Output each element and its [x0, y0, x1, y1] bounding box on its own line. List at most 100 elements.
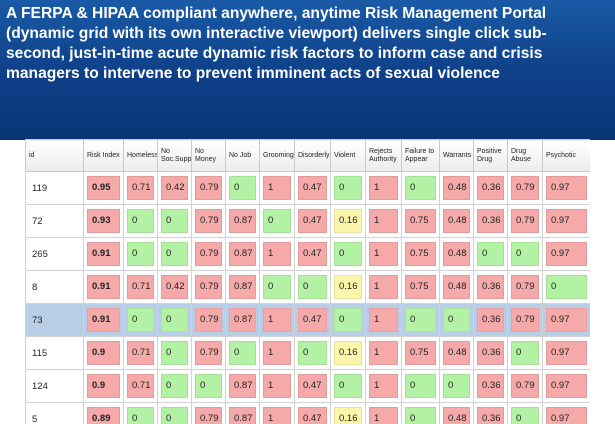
grid-cell[interactable]: 1	[259, 369, 295, 403]
grid-cell[interactable]: 0	[123, 204, 158, 238]
grid-cell[interactable]: 0	[330, 369, 366, 403]
grid-cell[interactable]: 1	[259, 171, 295, 205]
column-header[interactable]: Warrants	[439, 139, 474, 172]
grid-cell[interactable]: 0.36	[473, 303, 508, 337]
grid-cell[interactable]: 0.97	[542, 303, 590, 337]
grid-cell[interactable]: 0.87	[225, 237, 260, 271]
grid-cell[interactable]: 0.87	[225, 369, 260, 403]
grid-cell[interactable]: 0	[294, 336, 331, 370]
grid-cell[interactable]: 0.97	[542, 336, 590, 370]
grid-cell[interactable]: 0.79	[507, 369, 543, 403]
grid-cell[interactable]: 0.75	[401, 336, 440, 370]
table-row[interactable]: 73 0.91 0 0 0.79 0.87 1 0.47 0 1 0 0 0.36 0.79 0.97	[25, 303, 590, 337]
grid-cell[interactable]: 1	[365, 171, 402, 205]
grid-cell[interactable]: 0.87	[225, 204, 260, 238]
table-row[interactable]: 265 0.91 0 0 0.79 0.87 1 0.47 0 1 0.75 0.48 0 0 0.97	[25, 237, 590, 271]
grid-cell[interactable]: 1	[259, 237, 295, 271]
grid-cell[interactable]: 0.36	[473, 336, 508, 370]
grid-cell[interactable]: 0.47	[294, 171, 331, 205]
grid-cell[interactable]: 0	[294, 270, 331, 304]
grid-cell[interactable]: 0.87	[225, 270, 260, 304]
grid-cell[interactable]: 0	[123, 402, 158, 424]
grid-cell[interactable]: 0.48	[439, 402, 474, 424]
table-row[interactable]: 72 0.93 0 0 0.79 0.87 0 0.47 0.16 1 0.75 0.48 0.36 0.…	[25, 204, 590, 238]
grid-cell[interactable]: 0	[123, 303, 158, 337]
grid-cell[interactable]: 1	[259, 402, 295, 424]
grid-cell[interactable]: 0.48	[439, 171, 474, 205]
grid-cell[interactable]: 0.16	[330, 270, 366, 304]
grid-cell[interactable]: 0.47	[294, 204, 331, 238]
grid-cell[interactable]: 0.36	[473, 369, 508, 403]
table-row[interactable]: 119 0.95 0.71 0.42 0.79 0 1 0.47 0 1 0 0.48 0.36 0.79…	[25, 171, 590, 205]
grid-cell[interactable]: 0	[401, 402, 440, 424]
table-row[interactable]: 5 0.89 0 0 0.79 0.87 1 0.47 0.16 1 0 0.48 0.36 0 0.97	[25, 402, 590, 424]
column-header[interactable]: Psychotic	[542, 139, 590, 172]
grid-cell[interactable]: 0.93	[83, 204, 124, 238]
grid-cell[interactable]: 0	[542, 270, 590, 304]
grid-cell[interactable]: 1	[365, 336, 402, 370]
grid-cell[interactable]: 0	[439, 369, 474, 403]
grid-cell[interactable]: 0.91	[83, 237, 124, 271]
row-id-cell[interactable]: 119	[25, 171, 84, 205]
grid-cell[interactable]: 1	[365, 402, 402, 424]
grid-cell[interactable]: 0	[123, 237, 158, 271]
grid-cell[interactable]: 0.71	[123, 171, 158, 205]
row-id-cell[interactable]: 124	[25, 369, 84, 403]
grid-cell[interactable]: 0.71	[123, 270, 158, 304]
grid-cell[interactable]: 0.36	[473, 204, 508, 238]
table-row[interactable]: 124 0.9 0.71 0 0 0.87 1 0.47 0 1 0 0 0.36 0.79 0.97	[25, 369, 590, 403]
column-header[interactable]: Homeless	[123, 139, 158, 172]
grid-cell[interactable]: 1	[259, 303, 295, 337]
grid-cell[interactable]: 0.71	[123, 369, 158, 403]
grid-cell[interactable]: 0.48	[439, 237, 474, 271]
grid-cell[interactable]: 0.9	[83, 369, 124, 403]
grid-cell[interactable]: 0	[439, 303, 474, 337]
grid-cell[interactable]: 0	[401, 369, 440, 403]
grid-cell[interactable]: 0.42	[157, 171, 192, 205]
grid-cell[interactable]: 0.79	[191, 237, 226, 271]
grid-cell[interactable]: 0.79	[191, 204, 226, 238]
grid-cell[interactable]: 0	[157, 402, 192, 424]
grid-cell[interactable]: 0	[259, 204, 295, 238]
grid-cell[interactable]: 0.79	[191, 303, 226, 337]
grid-cell[interactable]: 0	[507, 402, 543, 424]
row-id-cell[interactable]: 8	[25, 270, 84, 304]
grid-cell[interactable]: 0.16	[330, 204, 366, 238]
column-header[interactable]: Violent	[330, 139, 366, 172]
grid-cell[interactable]: 0.36	[473, 171, 508, 205]
column-header[interactable]: Positive Drug	[473, 139, 508, 172]
grid-cell[interactable]: 0	[157, 369, 192, 403]
grid-cell[interactable]: 0	[507, 336, 543, 370]
grid-cell[interactable]: 0.48	[439, 204, 474, 238]
grid-cell[interactable]: 0	[191, 369, 226, 403]
grid-cell[interactable]: 0	[330, 303, 366, 337]
grid-cell[interactable]: 0.75	[401, 204, 440, 238]
grid-cell[interactable]: 0.71	[123, 336, 158, 370]
grid-cell[interactable]: 0.95	[83, 171, 124, 205]
grid-cell[interactable]: 0.79	[507, 270, 543, 304]
grid-cell[interactable]: 0.97	[542, 369, 590, 403]
grid-cell[interactable]: 0.79	[191, 402, 226, 424]
row-id-cell[interactable]: 115	[25, 336, 84, 370]
grid-cell[interactable]: 0.42	[157, 270, 192, 304]
row-id-cell[interactable]: 72	[25, 204, 84, 238]
grid-cell[interactable]: 1	[365, 204, 402, 238]
row-id-cell[interactable]: 265	[25, 237, 84, 271]
grid-cell[interactable]: 0	[157, 204, 192, 238]
grid-cell[interactable]: 0.79	[507, 204, 543, 238]
grid-cell[interactable]: 0.91	[83, 270, 124, 304]
grid-cell[interactable]: 1	[365, 303, 402, 337]
grid-cell[interactable]: 0.87	[225, 303, 260, 337]
grid-cell[interactable]: 0.79	[191, 171, 226, 205]
column-header[interactable]: Failure to Appear	[401, 139, 440, 172]
column-header[interactable]: Rejects Authority	[365, 139, 402, 172]
grid-cell[interactable]: 0	[225, 336, 260, 370]
column-header[interactable]: id	[25, 139, 84, 172]
grid-cell[interactable]: 0.75	[401, 270, 440, 304]
grid-cell[interactable]: 1	[365, 270, 402, 304]
grid-cell[interactable]: 0.75	[401, 237, 440, 271]
row-id-cell[interactable]: 73	[25, 303, 84, 337]
grid-cell[interactable]: 0.97	[542, 237, 590, 271]
grid-cell[interactable]: 1	[365, 369, 402, 403]
table-row[interactable]: 115 0.9 0.71 0 0.79 0 1 0 0.16 1 0.75 0.48 0.36 0 0.97	[25, 336, 590, 370]
